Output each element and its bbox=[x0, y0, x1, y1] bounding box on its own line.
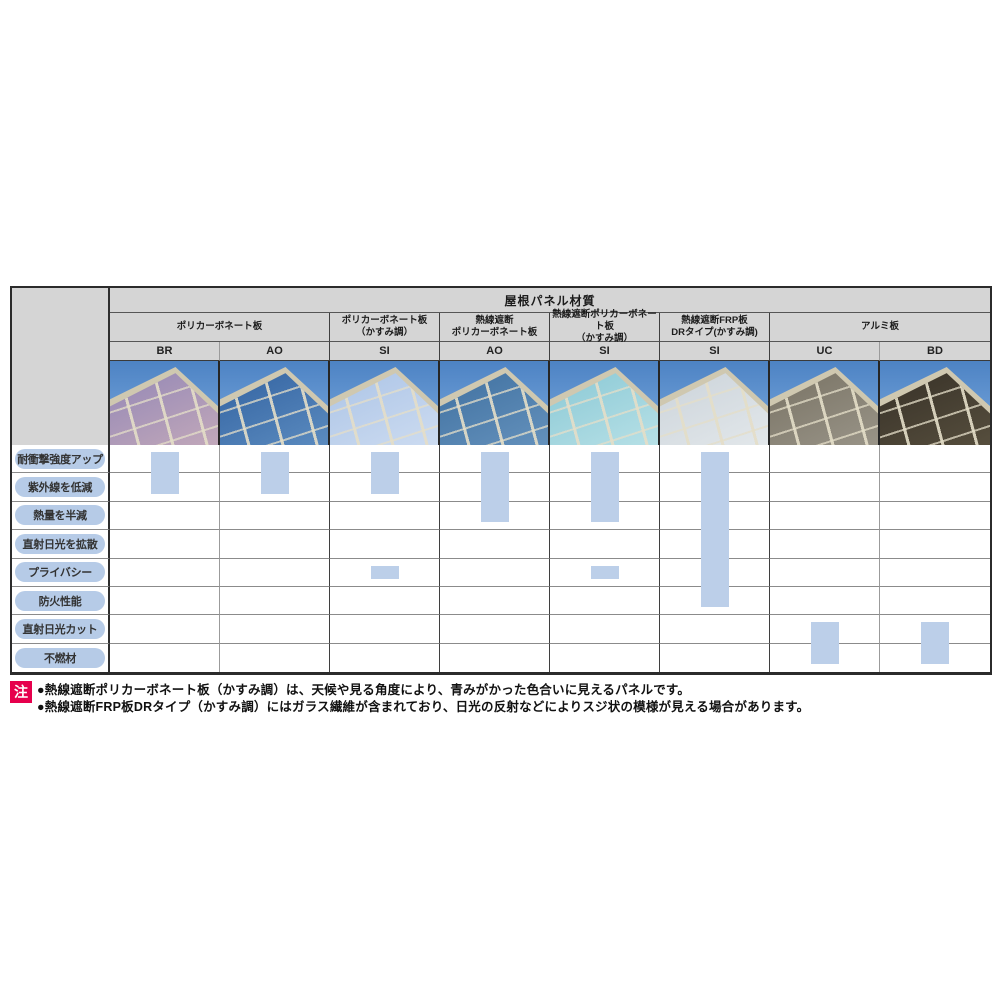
matrix-cell bbox=[110, 501, 220, 531]
matrix-cell bbox=[330, 530, 440, 559]
matrix-cell bbox=[110, 643, 220, 672]
matrix-cell bbox=[880, 473, 990, 502]
feature-mark bbox=[811, 622, 839, 664]
feature-pill: 防火性能 bbox=[15, 590, 105, 611]
matrix-cell bbox=[220, 558, 330, 587]
panel-code-cell: SI bbox=[330, 342, 440, 361]
panel-photo bbox=[880, 361, 990, 445]
panel-code-cell: AO bbox=[220, 342, 330, 361]
feature-row-label: 不燃材 bbox=[12, 643, 110, 672]
matrix-cell bbox=[220, 615, 330, 644]
matrix-cell bbox=[770, 501, 880, 531]
feature-pill: 不燃材 bbox=[15, 647, 105, 668]
feature-pill: 直射日光カット bbox=[15, 618, 105, 639]
panel-code-cell: SI bbox=[660, 342, 770, 361]
panel-photo bbox=[110, 361, 220, 445]
group-header-cell: 熱線遮断 ポリカーボネート板 bbox=[440, 313, 550, 342]
note-line: ●熱線遮断ポリカーボネート板（かすみ調）は、天候や見る角度により、青みがかった色… bbox=[37, 683, 691, 697]
matrix-cell bbox=[880, 586, 990, 616]
feature-row-label: 熱量を半減 bbox=[12, 501, 110, 531]
feature-mark bbox=[591, 452, 619, 523]
matrix-cell bbox=[660, 615, 770, 644]
group-header-cell: 熱線遮断ポリカーボネート板 （かすみ調） bbox=[550, 309, 660, 344]
group-header-cell: ポリカーボネート板 bbox=[110, 313, 330, 342]
feature-pill: 紫外線を低減 bbox=[15, 477, 105, 498]
feature-row-label: 直射日光カット bbox=[12, 615, 110, 644]
matrix-cell bbox=[440, 643, 550, 672]
feature-mark bbox=[371, 565, 399, 579]
matrix-cell bbox=[770, 473, 880, 502]
feature-row-label: 紫外線を低減 bbox=[12, 473, 110, 502]
matrix-cell bbox=[330, 586, 440, 616]
matrix-cell bbox=[440, 586, 550, 616]
matrix-cell bbox=[110, 530, 220, 559]
feature-pill: 耐衝撃強度アップ bbox=[15, 448, 105, 469]
matrix-cell bbox=[110, 615, 220, 644]
matrix-cell bbox=[770, 530, 880, 559]
matrix-cell bbox=[330, 643, 440, 672]
panel-code-cell: AO bbox=[440, 342, 550, 361]
panel-photo bbox=[550, 361, 660, 445]
panel-code-cell: BD bbox=[880, 342, 990, 361]
feature-pill: 熱量を半減 bbox=[15, 505, 105, 526]
feature-row-label: 防火性能 bbox=[12, 586, 110, 616]
feature-pill: 直射日光を拡散 bbox=[15, 533, 105, 554]
matrix-cell bbox=[880, 558, 990, 587]
feature-mark bbox=[701, 452, 729, 608]
matrix-cell bbox=[550, 615, 660, 644]
panel-code-cell: SI bbox=[550, 342, 660, 361]
feature-row-label: プライバシー bbox=[12, 558, 110, 587]
panel-photo bbox=[330, 361, 440, 445]
feature-mark bbox=[481, 452, 509, 523]
note-lines: ●熱線遮断ポリカーボネート板（かすみ調）は、天候や見る角度により、青みがかった色… bbox=[37, 681, 809, 716]
note-badge: 注 bbox=[10, 681, 32, 703]
table-title: 屋根パネル材質 bbox=[110, 288, 990, 313]
feature-mark bbox=[371, 452, 399, 494]
matrix-cell bbox=[550, 530, 660, 559]
matrix-cell bbox=[220, 586, 330, 616]
panel-code-cell: BR bbox=[110, 342, 220, 361]
matrix-cell bbox=[110, 558, 220, 587]
matrix-cell bbox=[550, 586, 660, 616]
group-header-cell: アルミ板 bbox=[770, 313, 990, 342]
matrix-cell bbox=[550, 643, 660, 672]
feature-mark bbox=[921, 622, 949, 664]
table-corner-cell bbox=[12, 288, 110, 445]
feature-mark bbox=[151, 452, 179, 494]
note-line: ●熱線遮断FRP板DRタイプ（かすみ調）にはガラス繊維が含まれており、日光の反射… bbox=[37, 700, 810, 714]
matrix-cell bbox=[330, 615, 440, 644]
matrix-cell bbox=[440, 615, 550, 644]
feature-pill: プライバシー bbox=[15, 562, 105, 583]
panel-photo bbox=[220, 361, 330, 445]
group-header-cell: ポリカーボネート板 （かすみ調） bbox=[330, 313, 440, 342]
matrix-cell bbox=[880, 501, 990, 531]
matrix-cell bbox=[440, 558, 550, 587]
matrix-cell bbox=[440, 530, 550, 559]
roof-panel-comparison-table: 屋根パネル材質 ポリカーボネート板 ポリカーボネート板 （かすみ調） 熱線遮断 ポリ… bbox=[10, 286, 992, 675]
feature-mark bbox=[261, 452, 289, 494]
group-header-cell: 熱線遮断FRP板 DRタイプ(かすみ調) bbox=[660, 313, 770, 342]
footnotes: 注 ●熱線遮断ポリカーボネート板（かすみ調）は、天候や見る角度により、青みがかっ… bbox=[10, 681, 809, 716]
matrix-cell bbox=[660, 643, 770, 672]
matrix-cell bbox=[880, 445, 990, 474]
feature-row-label: 直射日光を拡散 bbox=[12, 530, 110, 559]
panel-photo bbox=[440, 361, 550, 445]
matrix-cell bbox=[770, 558, 880, 587]
matrix-cell bbox=[220, 643, 330, 672]
feature-row-label: 耐衝撃強度アップ bbox=[12, 445, 110, 474]
matrix-cell bbox=[220, 501, 330, 531]
panel-photo bbox=[770, 361, 880, 445]
matrix-cell bbox=[770, 586, 880, 616]
matrix-cell bbox=[110, 586, 220, 616]
panel-photo bbox=[660, 361, 770, 445]
matrix-cell bbox=[220, 530, 330, 559]
matrix-cell bbox=[770, 445, 880, 474]
matrix-cell bbox=[880, 530, 990, 559]
matrix-cell bbox=[330, 501, 440, 531]
feature-mark bbox=[591, 565, 619, 579]
panel-code-cell: UC bbox=[770, 342, 880, 361]
